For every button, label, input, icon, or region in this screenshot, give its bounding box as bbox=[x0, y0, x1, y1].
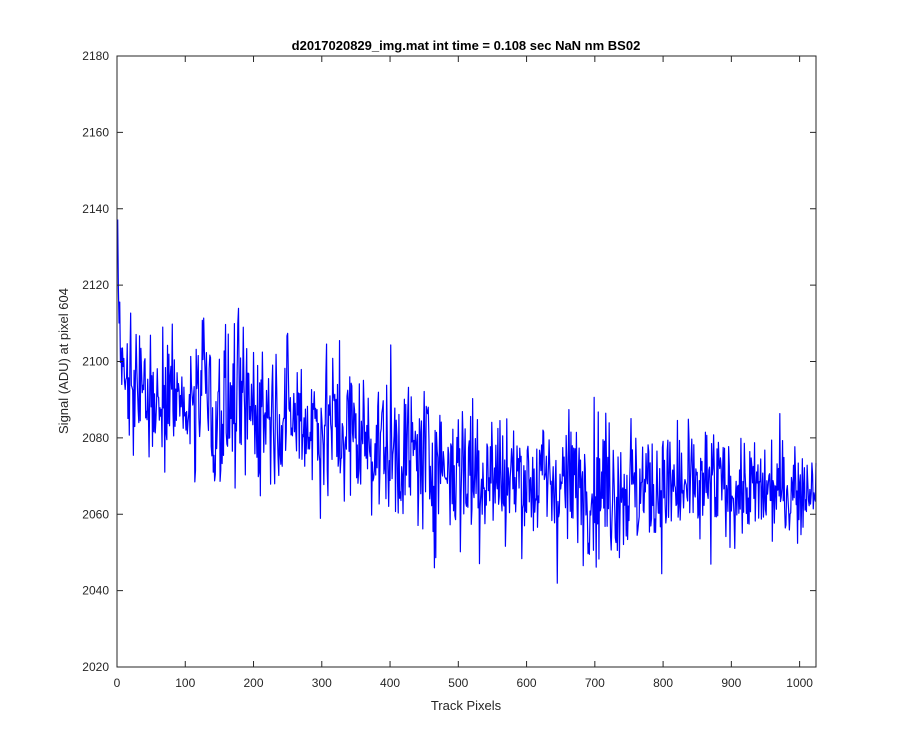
x-tick-label: 400 bbox=[380, 676, 400, 690]
plot-area bbox=[116, 55, 817, 668]
x-axis-label: Track Pixels bbox=[431, 698, 502, 713]
y-axis: 2020 2040 2060 2080 2100 2120 2140 2160 2180 bbox=[82, 49, 816, 674]
x-tick-label: 700 bbox=[585, 676, 605, 690]
x-tick-label: 600 bbox=[517, 676, 537, 690]
y-tick-label: 2180 bbox=[82, 49, 109, 63]
x-tick-label: 300 bbox=[312, 676, 332, 690]
x-tick-label: 200 bbox=[244, 676, 264, 690]
y-tick-label: 2120 bbox=[82, 278, 109, 292]
x-axis: 0 100 200 300 400 500 600 700 800 900 1000 bbox=[114, 56, 813, 690]
x-tick-label: 900 bbox=[721, 676, 741, 690]
y-tick-label: 2160 bbox=[82, 125, 109, 139]
x-tick-label: 100 bbox=[175, 676, 195, 690]
chart-title: d2017020829_img.mat int time = 0.108 sec… bbox=[292, 38, 641, 53]
y-tick-label: 2140 bbox=[82, 202, 109, 216]
x-tick-label: 800 bbox=[653, 676, 673, 690]
y-tick-label: 2100 bbox=[82, 355, 109, 369]
y-tick-label: 2020 bbox=[82, 660, 109, 674]
x-tick-label: 1000 bbox=[786, 676, 813, 690]
x-tick-label: 0 bbox=[114, 676, 121, 690]
series-layer bbox=[117, 219, 817, 584]
y-tick-label: 2060 bbox=[82, 507, 109, 521]
y-axis-label: Signal (ADU) at pixel 604 bbox=[56, 288, 71, 434]
y-tick-label: 2080 bbox=[82, 431, 109, 445]
axes-background bbox=[117, 56, 816, 667]
x-tick-label: 500 bbox=[448, 676, 468, 690]
y-tick-label: 2040 bbox=[82, 584, 109, 598]
signal-series-line bbox=[117, 219, 817, 584]
